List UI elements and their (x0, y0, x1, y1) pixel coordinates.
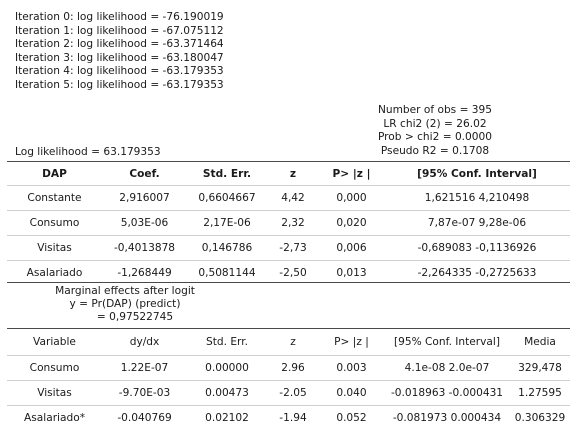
cell: 1,621516 4,210498 (384, 186, 570, 211)
cell: 1.27595 (510, 381, 570, 406)
marginal-effects-header: Marginal effects after logit y = Pr(DAP)… (40, 285, 210, 324)
iteration-log: Iteration 0: log likelihood = -76.190019… (15, 11, 224, 93)
marginal-y-value: = 0,97522745 (40, 311, 210, 324)
table-row: Visitas -0,4013878 0,146786 -2,73 0,006 … (7, 236, 570, 261)
col-p: P> |z | (319, 329, 384, 356)
cell: 5,03E-06 (102, 211, 187, 236)
cell: 0.00473 (187, 381, 267, 406)
number-of-obs: Number of obs = 395 (340, 104, 530, 118)
cell: -0.040769 (102, 406, 187, 430)
col-dydx: dy/dx (102, 329, 187, 356)
cell: Visitas (7, 236, 102, 261)
col-std-err: Std. Err. (187, 329, 267, 356)
cell: 329,478 (510, 356, 570, 381)
col-z: z (267, 329, 319, 356)
cell: 0,000 (319, 186, 384, 211)
model-stats: Number of obs = 395 LR chi2 (2) = 26.02 … (340, 104, 530, 158)
cell: 0.02102 (187, 406, 267, 430)
col-std-err: Std. Err. (187, 162, 267, 186)
cell: Consumo (7, 211, 102, 236)
cell: 2,916007 (102, 186, 187, 211)
mid-rule (7, 282, 570, 283)
table-row: Visitas -9.70E-03 0.00473 -2.05 0.040 -0… (7, 381, 570, 406)
cell: -2,73 (267, 236, 319, 261)
cell: 0.052 (319, 406, 384, 430)
cell: 4.1e-08 2.0e-07 (384, 356, 510, 381)
prob-chi2: Prob > chi2 = 0.0000 (340, 131, 530, 145)
cell: 2,17E-06 (187, 211, 267, 236)
me-header-row: Variable dy/dx Std. Err. z P> |z | [95% … (7, 329, 570, 356)
cell: -1.94 (267, 406, 319, 430)
iteration-line: Iteration 0: log likelihood = -76.190019 (15, 11, 224, 25)
cell: 2.96 (267, 356, 319, 381)
cell: -0.018963 -0.000431 (384, 381, 510, 406)
marginal-title: Marginal effects after logit (40, 285, 210, 298)
col-media: Media (510, 329, 570, 356)
col-variable: Variable (7, 329, 102, 356)
marginal-effects-table: Variable dy/dx Std. Err. z P> |z | [95% … (7, 329, 570, 430)
lr-chi2: LR chi2 (2) = 26.02 (340, 118, 530, 132)
col-z: z (267, 162, 319, 186)
cell: -2.05 (267, 381, 319, 406)
cell: 0,146786 (187, 236, 267, 261)
pseudo-r2: Pseudo R2 = 0.1708 (340, 145, 530, 159)
cell: 7,87e-07 9,28e-06 (384, 211, 570, 236)
cell: 4,42 (267, 186, 319, 211)
cell: 1.22E-07 (102, 356, 187, 381)
logit-table: DAP Coef. Std. Err. z P> |z | [95% Conf.… (7, 162, 570, 285)
marginal-y-definition: y = Pr(DAP) (predict) (40, 298, 210, 311)
table-row: Asalariado* -0.040769 0.02102 -1.94 0.05… (7, 406, 570, 430)
cell: Constante (7, 186, 102, 211)
iteration-line: Iteration 1: log likelihood = -67.075112 (15, 25, 224, 39)
table-row: Constante 2,916007 0,6604667 4,42 0,000 … (7, 186, 570, 211)
cell: Visitas (7, 381, 102, 406)
log-likelihood: Log likelihood = 63.179353 (15, 146, 161, 158)
col-p: P> |z | (319, 162, 384, 186)
iteration-line: Iteration 4: log likelihood = -63.179353 (15, 65, 224, 79)
cell: 0.00000 (187, 356, 267, 381)
cell: -0,4013878 (102, 236, 187, 261)
col-coef: Coef. (102, 162, 187, 186)
cell: -9.70E-03 (102, 381, 187, 406)
iteration-line: Iteration 3: log likelihood = -63.180047 (15, 52, 224, 66)
cell: 0.040 (319, 381, 384, 406)
iteration-line: Iteration 5: log likelihood = -63.179353 (15, 79, 224, 93)
cell: 0,6604667 (187, 186, 267, 211)
col-conf-interval: [95% Conf. Interval] (384, 162, 570, 186)
table-row: Consumo 1.22E-07 0.00000 2.96 0.003 4.1e… (7, 356, 570, 381)
cell: 0.306329 (510, 406, 570, 430)
cell: -0.081973 0.000434 (384, 406, 510, 430)
cell: Consumo (7, 356, 102, 381)
logit-header-row: DAP Coef. Std. Err. z P> |z | [95% Conf.… (7, 162, 570, 186)
cell: Asalariado* (7, 406, 102, 430)
cell: -0,689083 -0,1136926 (384, 236, 570, 261)
cell: 0,020 (319, 211, 384, 236)
col-dap: DAP (7, 162, 102, 186)
cell: 0,006 (319, 236, 384, 261)
iteration-line: Iteration 2: log likelihood = -63.371464 (15, 38, 224, 52)
cell: 2,32 (267, 211, 319, 236)
col-conf-interval: [95% Conf. Interval] (384, 329, 510, 356)
cell: 0.003 (319, 356, 384, 381)
table-row: Consumo 5,03E-06 2,17E-06 2,32 0,020 7,8… (7, 211, 570, 236)
